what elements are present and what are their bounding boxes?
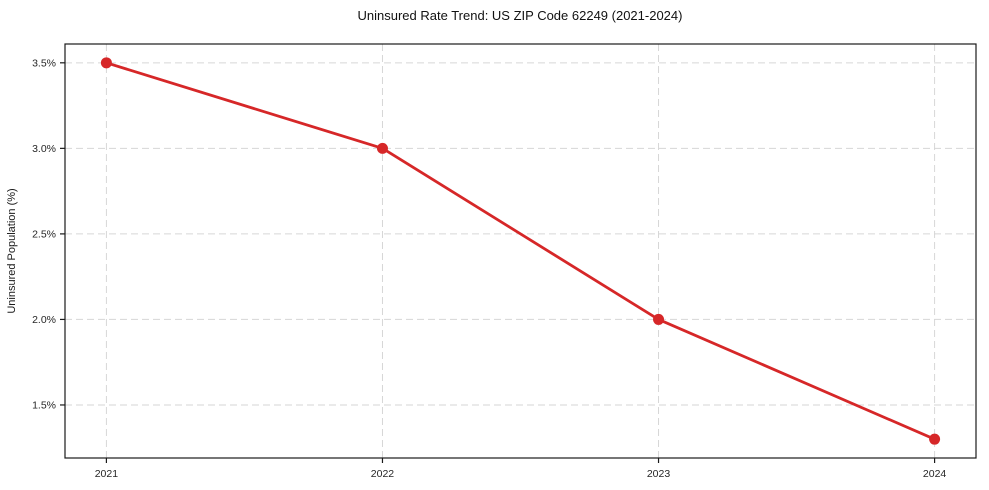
- x-tick-label: 2022: [371, 468, 395, 480]
- gridlines: [65, 44, 976, 458]
- y-tick-label: 2.5%: [32, 228, 56, 240]
- y-tick-label: 1.5%: [32, 399, 56, 411]
- data-point-marker: [929, 433, 941, 445]
- axis-tick-labels: 1.5% 2.0% 2.5% 3.0% 3.5% 2021 2022 2023 2024: [32, 57, 946, 480]
- y-tick-label: 3.5%: [32, 57, 56, 69]
- plot-border: [64, 43, 977, 459]
- data-point-marker: [100, 57, 112, 69]
- trend-line-path: [105, 61, 936, 441]
- plot-border-rect: [64, 43, 977, 459]
- y-tick-label: 3.0%: [32, 143, 56, 155]
- chart-title: Uninsured Rate Trend: US ZIP Code 62249 …: [358, 8, 683, 23]
- axis-ticks: [60, 62, 936, 463]
- data-point-marker: [376, 142, 388, 154]
- x-tick-label: 2024: [923, 468, 947, 480]
- y-axis-label: Uninsured Population (%): [6, 188, 18, 313]
- data-point-marker: [653, 313, 665, 325]
- x-tick-label: 2021: [95, 468, 119, 480]
- x-tick-label: 2023: [647, 468, 671, 480]
- trend-line-series: [100, 57, 941, 445]
- y-tick-label: 2.0%: [32, 314, 56, 326]
